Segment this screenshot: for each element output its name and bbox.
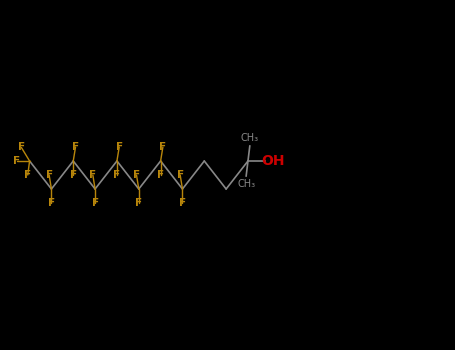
Text: F: F <box>72 142 79 152</box>
Text: F: F <box>157 170 164 180</box>
Text: F: F <box>133 170 140 180</box>
Text: CH₃: CH₃ <box>241 133 259 143</box>
Text: F: F <box>113 170 121 180</box>
Text: F: F <box>24 170 31 180</box>
Text: F: F <box>70 170 77 180</box>
Text: F: F <box>179 198 186 208</box>
Text: OH: OH <box>262 154 285 168</box>
Text: F: F <box>89 170 96 180</box>
Text: F: F <box>135 198 142 208</box>
Text: F: F <box>159 142 167 152</box>
Text: F: F <box>116 142 123 152</box>
Text: F: F <box>177 170 184 180</box>
Text: F: F <box>18 142 25 153</box>
Text: CH₃: CH₃ <box>237 179 255 189</box>
Text: F: F <box>91 198 99 208</box>
Text: F: F <box>13 156 20 166</box>
Text: F: F <box>48 198 55 208</box>
Text: F: F <box>46 170 53 180</box>
